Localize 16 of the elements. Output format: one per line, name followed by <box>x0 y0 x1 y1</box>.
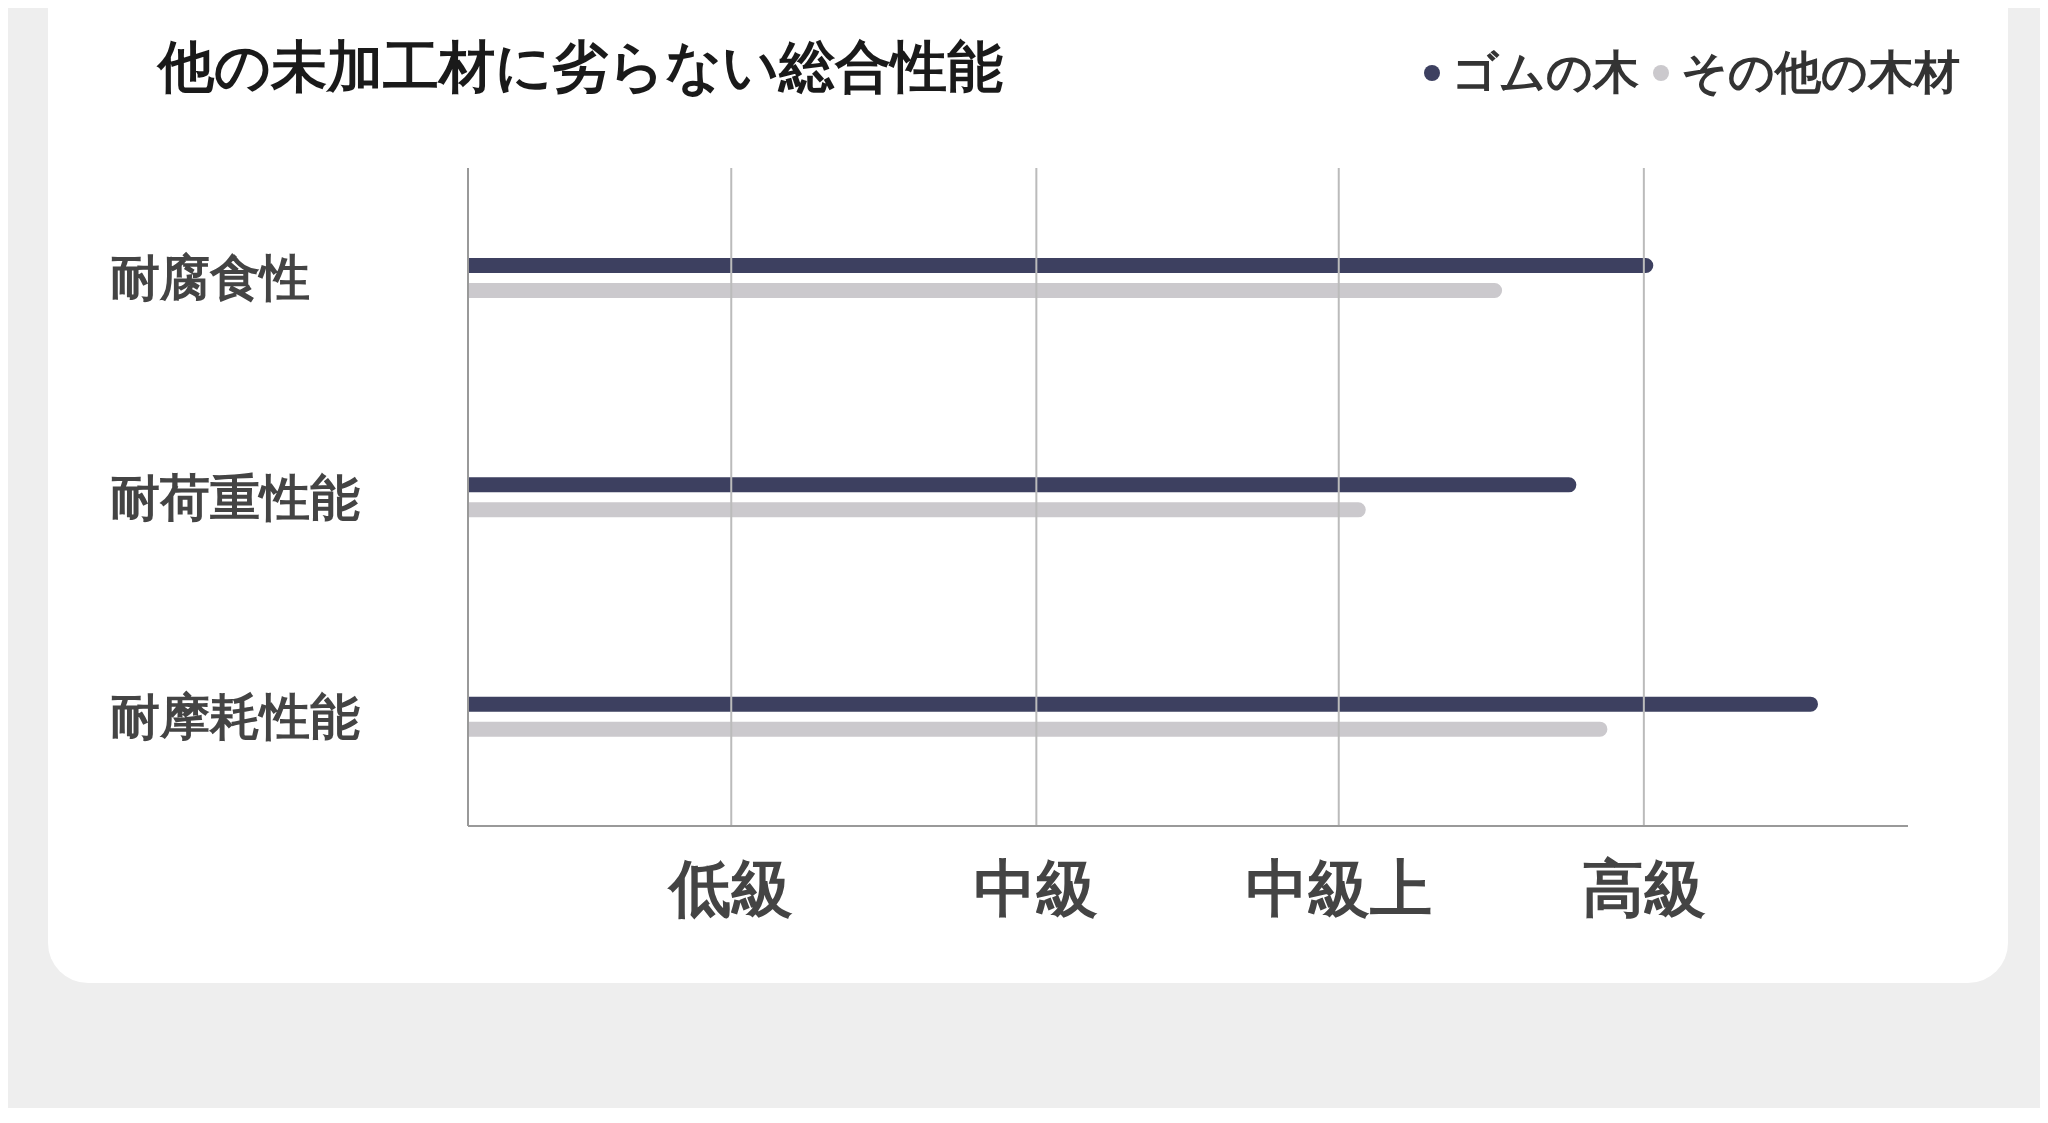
bar <box>468 502 1366 518</box>
bar <box>468 258 1654 273</box>
ref-line-label: 中級上 <box>1245 852 1432 926</box>
bar <box>468 696 1818 712</box>
ref-line-label: 低級 <box>667 852 794 926</box>
bar <box>468 721 1608 737</box>
chart-title: 他の未加工材に劣らない総合性能 <box>158 33 1003 101</box>
y-tick-label: 耐荷重性能 <box>110 468 360 527</box>
legend-label: ゴムの木 <box>1451 44 1639 101</box>
bar <box>468 283 1503 298</box>
y-tick-label: 耐摩耗性能 <box>110 688 360 747</box>
y-tick-label: 耐腐食性 <box>110 249 310 308</box>
ref-line-label: 中級 <box>974 852 1099 926</box>
ref-line-label: 高級 <box>1581 852 1706 926</box>
legend-label: その他の木材 <box>1680 44 1960 101</box>
bar <box>468 477 1577 493</box>
